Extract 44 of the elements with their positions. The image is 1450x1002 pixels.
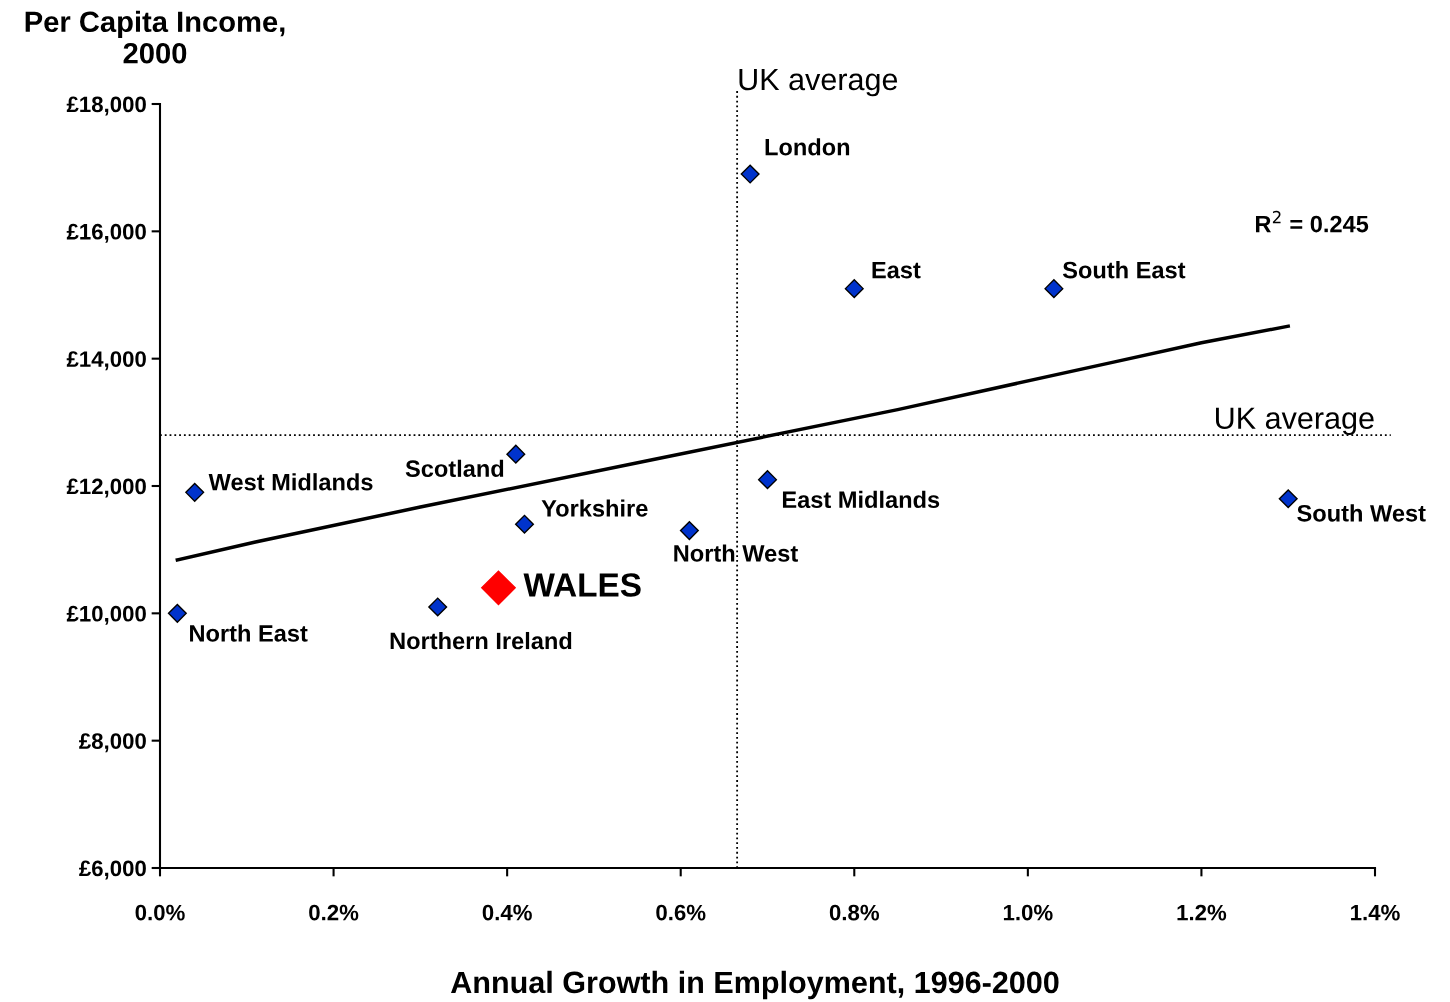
y-tick-label: £18,000 <box>66 96 146 116</box>
point <box>844 279 864 299</box>
annotation: Yorkshire <box>541 499 648 517</box>
annotation: South West <box>1297 504 1426 522</box>
point <box>1044 279 1064 299</box>
annotation: West Midlands <box>208 473 373 491</box>
ref-line-label: UK average <box>1216 407 1374 436</box>
point <box>514 514 535 534</box>
annotation: South East <box>1062 261 1186 279</box>
annotation: R$^{2}$ = 0.245 <box>1255 210 1369 233</box>
annotation: East Midlands <box>782 490 940 509</box>
annotation: North East <box>190 624 308 642</box>
annotation: London <box>765 138 850 156</box>
point <box>506 444 526 464</box>
point <box>167 603 187 623</box>
point <box>679 521 699 541</box>
y-tick-label: £6,000 <box>79 860 146 880</box>
y-tick-label: £8,000 <box>79 733 146 753</box>
x-tick-label: 0.2% <box>309 904 359 921</box>
point <box>757 470 778 490</box>
y-axis-title: Per Capita Income, 2000 <box>25 10 285 64</box>
annotation: East <box>872 261 921 279</box>
x-tick-label: 1.0% <box>1003 904 1053 921</box>
annotation: Scotland <box>405 459 504 478</box>
x-tick-label: 0.4% <box>482 904 532 921</box>
annotation: WALES <box>523 573 641 597</box>
y-tick-label: £12,000 <box>66 478 146 498</box>
x-axis-title: Annual Growth in Employment, 1996-2000 <box>451 970 1059 1000</box>
ref-line-label: UK average <box>739 69 898 97</box>
point <box>740 164 760 184</box>
y-tick-label: £14,000 <box>66 351 146 371</box>
point <box>428 597 448 617</box>
x-tick-label: 1.2% <box>1177 904 1227 921</box>
point <box>481 570 516 606</box>
x-tick-label: 0.8% <box>829 904 880 921</box>
annotation: Northern Ireland <box>390 631 572 650</box>
point <box>1278 489 1298 509</box>
x-tick-label: 0.6% <box>656 904 706 921</box>
y-tick-label: £10,000 <box>66 605 146 625</box>
x-tick-label: 0.0% <box>135 904 185 921</box>
point <box>185 482 205 502</box>
annotation: North West <box>674 544 798 562</box>
x-tick-label: 1.4% <box>1351 904 1400 921</box>
y-tick-label: £16,000 <box>66 223 146 243</box>
